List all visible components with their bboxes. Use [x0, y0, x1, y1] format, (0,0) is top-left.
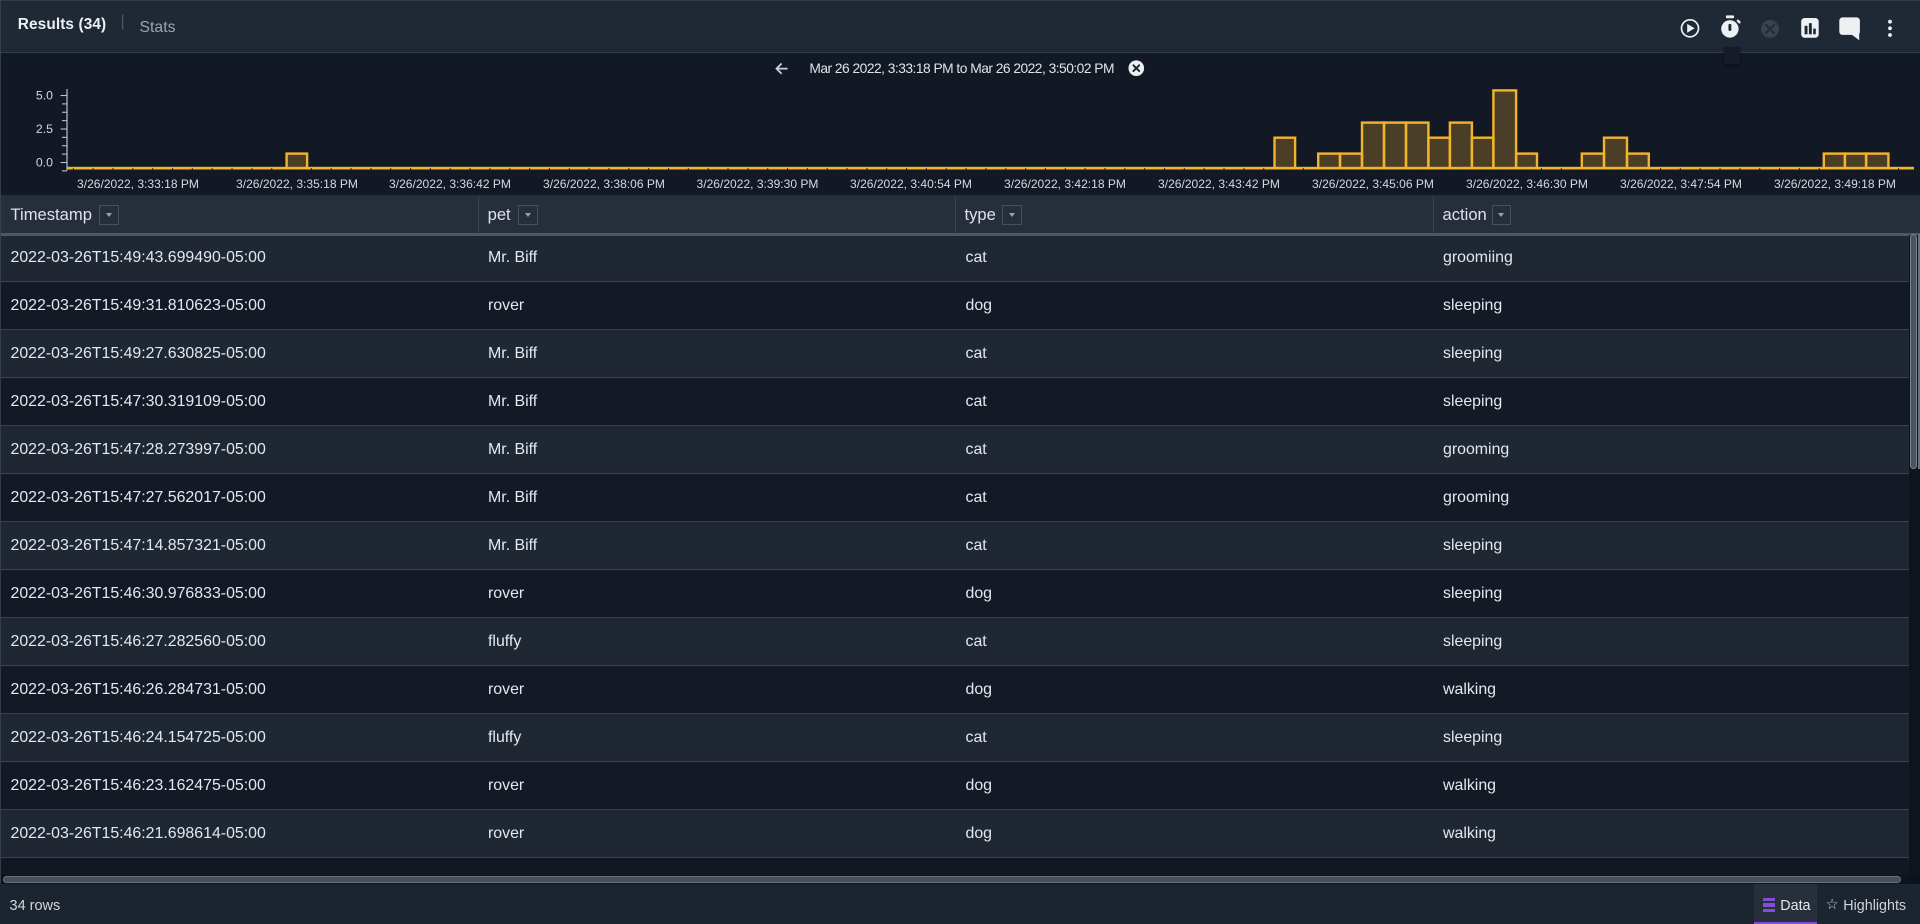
svg-text:3/26/2022, 3:45:06 PM: 3/26/2022, 3:45:06 PM	[1312, 177, 1434, 191]
svg-text:3/26/2022, 3:40:54 PM: 3/26/2022, 3:40:54 PM	[850, 177, 972, 191]
svg-text:3/26/2022, 3:47:54 PM: 3/26/2022, 3:47:54 PM	[1620, 177, 1742, 191]
svg-text:3/26/2022, 3:49:18 PM: 3/26/2022, 3:49:18 PM	[1774, 177, 1896, 191]
svg-text:3/26/2022, 3:42:18 PM: 3/26/2022, 3:42:18 PM	[1004, 177, 1126, 191]
svg-text:0.0: 0.0	[36, 156, 53, 170]
svg-text:3/26/2022, 3:33:18 PM: 3/26/2022, 3:33:18 PM	[77, 177, 199, 191]
svg-text:3/26/2022, 3:46:30 PM: 3/26/2022, 3:46:30 PM	[1466, 177, 1588, 191]
svg-text:3/26/2022, 3:36:42 PM: 3/26/2022, 3:36:42 PM	[389, 177, 511, 191]
svg-text:3/26/2022, 3:43:42 PM: 3/26/2022, 3:43:42 PM	[1158, 177, 1280, 191]
svg-text:3/26/2022, 3:35:18 PM: 3/26/2022, 3:35:18 PM	[236, 177, 358, 191]
svg-text:3/26/2022, 3:38:06 PM: 3/26/2022, 3:38:06 PM	[543, 177, 665, 191]
svg-text:5.0: 5.0	[36, 89, 53, 103]
svg-text:2.5: 2.5	[36, 122, 53, 136]
svg-text:3/26/2022, 3:39:30 PM: 3/26/2022, 3:39:30 PM	[697, 177, 819, 191]
